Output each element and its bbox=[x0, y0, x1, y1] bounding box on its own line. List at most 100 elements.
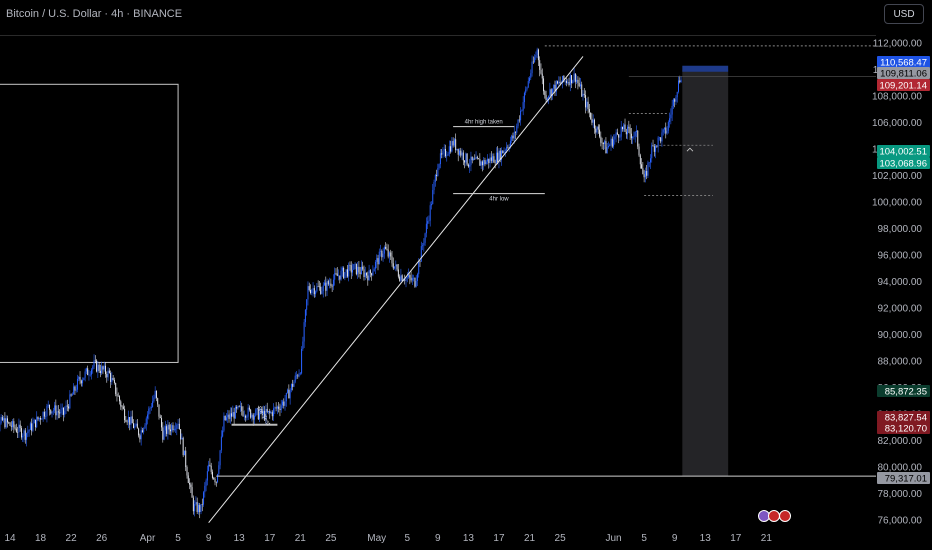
candle-body bbox=[404, 280, 406, 281]
candle-body bbox=[97, 364, 99, 372]
candle-body bbox=[582, 93, 584, 97]
candle-body bbox=[223, 415, 225, 431]
candle-body bbox=[283, 401, 285, 406]
candle-body bbox=[311, 290, 313, 294]
candle-body bbox=[429, 205, 431, 221]
candle-body bbox=[232, 412, 234, 417]
candle-body bbox=[335, 273, 337, 274]
candle-body bbox=[120, 401, 122, 407]
candle-body bbox=[581, 84, 583, 97]
x-tick-label: 5 bbox=[404, 533, 410, 544]
candle-body bbox=[602, 142, 604, 144]
candle-body bbox=[134, 425, 136, 428]
candle-body bbox=[557, 81, 559, 84]
candle-body bbox=[130, 416, 132, 425]
x-tick-label: 17 bbox=[730, 533, 742, 544]
candle-body bbox=[583, 93, 585, 96]
candle-body bbox=[56, 411, 58, 416]
price-badge-label: 109,201.14 bbox=[879, 81, 927, 92]
candle-body bbox=[64, 410, 66, 415]
candle-body bbox=[679, 80, 681, 83]
x-tick-label: Jun bbox=[605, 533, 621, 544]
candle-body bbox=[126, 421, 128, 423]
candle-body bbox=[436, 174, 438, 176]
candle-body bbox=[96, 360, 98, 372]
candle-body bbox=[242, 411, 244, 416]
candle-body bbox=[43, 411, 45, 417]
candle-body bbox=[551, 88, 553, 97]
candle-body bbox=[513, 132, 515, 139]
candle-body bbox=[565, 80, 567, 83]
candle-body bbox=[117, 396, 119, 397]
candle-body bbox=[301, 349, 303, 374]
candle-body bbox=[34, 419, 36, 428]
candle-body bbox=[20, 428, 22, 438]
candle-body bbox=[178, 423, 180, 430]
candle-body bbox=[502, 150, 504, 154]
candle-body bbox=[624, 124, 626, 132]
candle-body bbox=[310, 290, 312, 294]
candle-body bbox=[433, 182, 435, 191]
candle-body bbox=[316, 286, 318, 292]
candle-body bbox=[344, 272, 346, 278]
candle-body bbox=[322, 285, 324, 292]
candle-body bbox=[406, 277, 408, 278]
candle-body bbox=[136, 423, 138, 429]
candle-body bbox=[252, 414, 254, 420]
candle-body bbox=[651, 145, 653, 159]
candle-body bbox=[315, 291, 317, 295]
candle-body bbox=[475, 156, 477, 160]
candle-body bbox=[98, 364, 100, 371]
candle-body bbox=[456, 148, 458, 151]
candle-body bbox=[320, 286, 322, 294]
candle-body bbox=[246, 416, 248, 418]
candle-body bbox=[487, 158, 488, 162]
candle-body bbox=[553, 84, 555, 89]
price-badge bbox=[877, 157, 930, 169]
candle-body bbox=[187, 475, 189, 483]
candle-body bbox=[670, 114, 672, 119]
candle-body bbox=[669, 118, 671, 122]
candle-body bbox=[410, 277, 412, 281]
candle-body bbox=[539, 60, 541, 70]
candle-body bbox=[220, 436, 222, 451]
candle-body bbox=[428, 220, 430, 222]
y-tick-label: 88,000.00 bbox=[878, 357, 923, 368]
candle-body bbox=[453, 139, 455, 146]
chart-title: Bitcoin / U.S. Dollar · 4h · BINANCE bbox=[6, 8, 183, 20]
currency-button[interactable]: USD bbox=[884, 4, 924, 24]
candle-body bbox=[632, 136, 634, 139]
candle-body bbox=[529, 77, 531, 82]
candle-body bbox=[298, 373, 300, 377]
candle-body bbox=[432, 190, 434, 205]
candle-body bbox=[579, 84, 581, 87]
candle-body bbox=[521, 110, 523, 112]
candle-body bbox=[33, 419, 35, 424]
caret-icon bbox=[686, 147, 694, 152]
price-badge bbox=[877, 145, 930, 157]
candle-body bbox=[330, 283, 332, 286]
candle-body bbox=[562, 75, 564, 84]
candle-body bbox=[57, 411, 59, 413]
candle-body bbox=[564, 80, 566, 82]
candle-body bbox=[474, 158, 476, 160]
candle-body bbox=[385, 246, 387, 249]
candle-body bbox=[508, 147, 510, 148]
candle-body bbox=[360, 266, 362, 275]
price-badge-label: 110,568.47 bbox=[880, 58, 927, 69]
candle-body bbox=[276, 406, 278, 409]
x-tick-label: 25 bbox=[325, 533, 337, 544]
candle-body bbox=[511, 135, 513, 141]
candle-body bbox=[662, 129, 664, 133]
candle-body bbox=[535, 54, 537, 58]
candle-body bbox=[24, 430, 26, 440]
candle-body bbox=[637, 130, 639, 147]
candle-body bbox=[168, 424, 170, 430]
candle-body bbox=[191, 487, 193, 498]
candle-body bbox=[269, 411, 271, 414]
candle-body bbox=[367, 275, 369, 281]
candle-body bbox=[267, 411, 269, 412]
candle-body bbox=[476, 156, 478, 159]
candle-body bbox=[446, 155, 448, 157]
